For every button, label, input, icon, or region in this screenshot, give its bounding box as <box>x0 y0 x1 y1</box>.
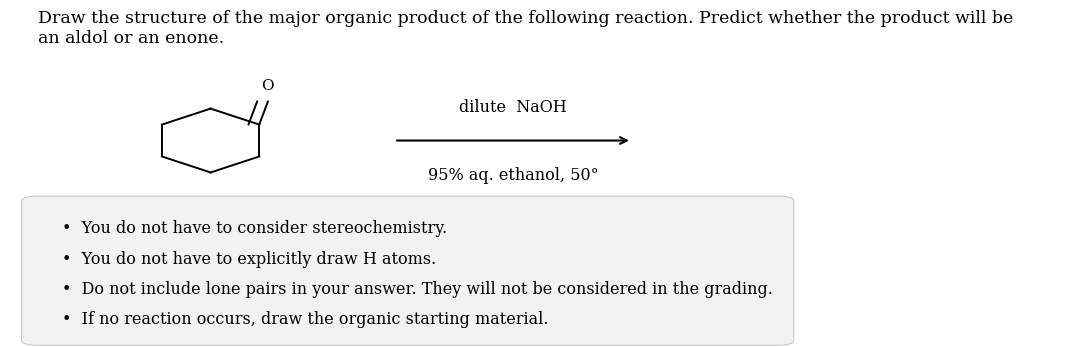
Text: dilute  NaOH: dilute NaOH <box>459 99 567 116</box>
Text: •  You do not have to consider stereochemistry.: • You do not have to consider stereochem… <box>62 220 447 237</box>
FancyBboxPatch shape <box>22 196 794 345</box>
Text: O: O <box>261 79 274 93</box>
Text: 95% aq. ethanol, 50°: 95% aq. ethanol, 50° <box>428 167 598 184</box>
Text: •  If no reaction occurs, draw the organic starting material.: • If no reaction occurs, draw the organi… <box>62 311 548 328</box>
Text: •  Do not include lone pairs in your answer. They will not be considered in the : • Do not include lone pairs in your answ… <box>62 281 772 298</box>
Text: Draw the structure of the major organic product of the following reaction. Predi: Draw the structure of the major organic … <box>38 10 1013 47</box>
Text: •  You do not have to explicitly draw H atoms.: • You do not have to explicitly draw H a… <box>62 251 436 268</box>
